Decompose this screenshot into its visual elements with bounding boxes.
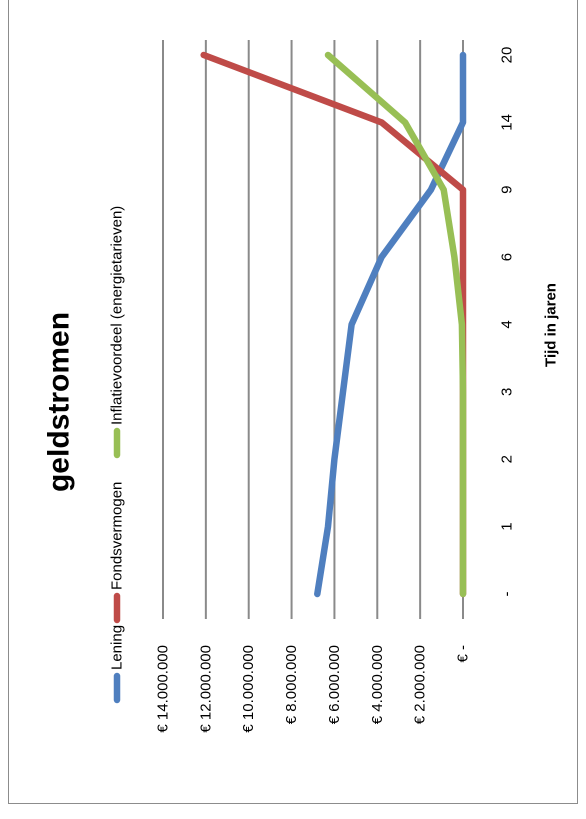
series-lines <box>200 51 467 598</box>
x-axis-tick-labels: - 1 2 3 4 6 9 14 20 <box>499 47 516 597</box>
x-tick-label: 3 <box>499 388 516 396</box>
y-tick-label: € - <box>455 645 472 663</box>
series-line <box>314 51 467 598</box>
y-tick-label: € 4.000.000 <box>369 645 386 724</box>
y-tick-label: € 8.000.000 <box>283 645 300 724</box>
y-tick-label: € 14.000.000 <box>155 645 172 733</box>
x-tick-label: 1 <box>499 522 516 530</box>
y-tick-label: € 6.000.000 <box>326 645 343 724</box>
x-tick-label: 2 <box>499 455 516 463</box>
x-tick-label: 14 <box>499 114 516 131</box>
x-tick-label: 4 <box>499 320 516 328</box>
series-line <box>324 51 467 598</box>
y-axis-tick-labels: € - € 2.000.000 € 4.000.000 € 6.000.000 € 8.… <box>155 645 472 733</box>
legend-label: Lening <box>109 625 126 670</box>
legend: Lening Fondsvermogen Inflatievoordeel (ene… <box>109 206 126 704</box>
chart-title: geldstromen <box>43 312 76 492</box>
x-axis-title: Tijd in jaren <box>543 283 560 367</box>
legend-label: Inflatievoordeel (energietarieven) <box>109 206 126 425</box>
x-tick-label: 6 <box>499 253 516 261</box>
y-tick-label: € 12.000.000 <box>197 645 214 733</box>
gridlines <box>162 40 464 619</box>
chart-frame <box>8 0 578 804</box>
legend-label: Fondsvermogen <box>109 482 126 590</box>
series-line <box>200 51 467 598</box>
x-tick-label: 20 <box>499 47 516 64</box>
x-tick-label: - <box>499 592 516 597</box>
y-tick-label: € 10.000.000 <box>240 645 257 733</box>
x-tick-label: 9 <box>499 186 516 194</box>
y-tick-label: € 2.000.000 <box>412 645 429 724</box>
